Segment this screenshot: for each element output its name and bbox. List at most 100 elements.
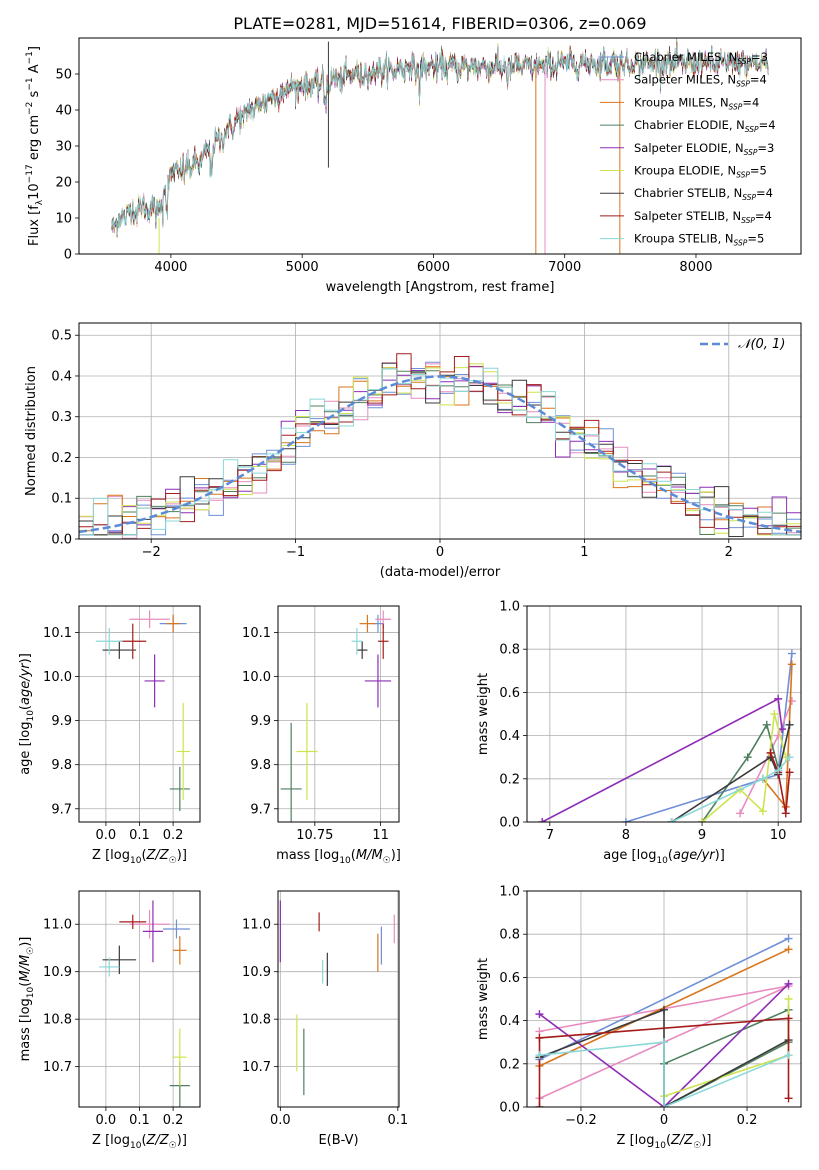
weight-marker-kroupa-elodie	[770, 710, 779, 718]
y-tick-label: 10.0	[242, 670, 271, 685]
x-tick-label: 9	[698, 828, 706, 843]
y-tick-label: 9.7	[250, 802, 271, 817]
legend-label: Kroupa MILES, NSSP=4	[634, 95, 759, 111]
x-axis-label: Z [log10(Z/Z☉)]	[92, 848, 187, 866]
plot-area-residual_histogram	[79, 353, 801, 539]
axes-age_vs_mass	[278, 606, 399, 822]
legend-label: Chabrier MILES, NSSP=3	[634, 50, 768, 66]
legend-label: Kroupa ELODIE, NSSP=5	[634, 164, 767, 180]
y-tick-label: 0.6	[499, 971, 520, 986]
axes-massweight_vs_Z	[527, 890, 801, 1108]
axis-frame-mass_vs_Z: 0.0 0.1 0.2 10.7 10.8 10.9 11.0 Z [log10(Z/Z☉)]…	[18, 890, 201, 1151]
weight-marker-kroupa-stelib	[758, 774, 767, 783]
y-axis-label: mass [log10(M/M☉)]	[18, 937, 36, 1062]
legend-label: Salpeter STELIB, NSSP=4	[634, 209, 772, 225]
x-axis-label: wavelength [Angstrom, rest frame]	[326, 280, 555, 295]
weight-marker-salpeter-elodie	[774, 694, 783, 703]
weight-marker-kroupa-elodie	[758, 807, 767, 816]
weight-marker-salpeter-stelib	[784, 1094, 793, 1103]
weight-marker-salpeter-miles	[736, 809, 745, 818]
histogram-kroupa-miles	[79, 365, 801, 536]
weight-marker-salpeter-stelib	[785, 768, 794, 777]
x-tick-label: 8	[622, 828, 630, 843]
axes-frame	[277, 605, 400, 823]
weight-marker-salpeter-stelib	[535, 1033, 544, 1042]
weight-line-chabrier-miles	[539, 937, 789, 1061]
axis-frame-mass_vs_EBV: 0.0 0.1 10.7 10.8 10.9 11.0 E(B-V)	[242, 890, 408, 1148]
x-tick-label: 0	[660, 1113, 668, 1128]
y-tick-label: 0.2	[51, 451, 72, 466]
weight-marker-salpeter-stelib	[781, 809, 790, 818]
weight-marker-kroupa-stelib	[774, 766, 783, 775]
y-axis-label: mass weight	[476, 673, 491, 755]
x-tick-label: 1	[580, 545, 588, 560]
y-tick-label: 0.8	[499, 643, 520, 658]
legend-label: 𝒩(0, 1)	[738, 337, 785, 352]
plot-area-mass_vs_EBV	[279, 900, 395, 1096]
y-tick-label: 0.5	[51, 329, 72, 344]
weight-marker-chabrier-elodie	[762, 720, 771, 729]
weight-marker-salpeter-elodie	[777, 725, 786, 734]
y-tick-label: 10.9	[43, 965, 72, 980]
weight-marker-chabrier-stelib	[660, 1005, 668, 1014]
normal-reference-curve	[79, 375, 801, 534]
spectrum-legend: Chabrier MILES, NSSP=3 Salpeter MILES, NS…	[600, 50, 776, 248]
x-tick-label: 0.0	[96, 1113, 117, 1128]
y-tick-label: 0.3	[51, 410, 72, 425]
weight-marker-chabrier-miles	[787, 649, 796, 658]
y-tick-label: 0.2	[499, 1057, 520, 1072]
plot-area-spectrum	[111, 38, 769, 254]
y-tick-label: 9.9	[51, 714, 72, 729]
x-tick-label: 2	[725, 545, 733, 560]
legend-label: Chabrier ELODIE, NSSP=4	[634, 118, 776, 134]
y-tick-label: 10.8	[43, 1013, 72, 1028]
axes-spectrum	[111, 38, 769, 254]
x-tick-label: 7	[546, 828, 554, 843]
x-tick-label: 0.0	[96, 828, 117, 843]
x-tick-label: 0.1	[387, 1113, 408, 1128]
axes-mass_vs_EBV	[278, 891, 399, 1107]
legend-label: Salpeter ELODIE, NSSP=3	[634, 141, 774, 157]
y-tick-label: 0.4	[499, 1014, 520, 1029]
axis-frame-age_vs_Z: 0.0 0.1 0.2 9.7 9.8 9.9 10.0 10.1 Z [log10(Z/Z☉)…	[18, 605, 201, 866]
weight-line-kroupa-stelib	[671, 756, 791, 822]
x-tick-label: 0.0	[270, 1113, 291, 1128]
x-tick-label: −1	[286, 545, 305, 560]
weight-marker-kroupa-stelib	[660, 1103, 668, 1107]
histogram-salpeter-elodie	[79, 366, 801, 536]
x-axis-label: (data-model)/error	[380, 565, 501, 580]
spectrum-line-kroupa-stelib	[111, 44, 769, 235]
x-axis-label: Z [log10(Z/Z☉)]	[92, 1133, 187, 1151]
y-tick-label: 0.1	[51, 492, 72, 507]
y-tick-label: 11.0	[43, 918, 72, 933]
weight-marker-salpeter-stelib	[766, 748, 775, 757]
axis-frame-residual_histogram: −2 −1 0 1 2 0.0 0.1 0.2 0.3 0.4 0.5 (data-model)/er…	[24, 322, 802, 580]
x-tick-label: 6000	[417, 260, 450, 275]
weight-marker-chabrier-miles	[621, 818, 630, 822]
weight-marker-salpeter-elodie	[784, 979, 793, 988]
weight-line-kroupa-stelib	[539, 1041, 789, 1107]
axes-frame	[277, 890, 400, 1108]
y-tick-label: 9.7	[51, 802, 72, 817]
y-tick-label: 0.0	[499, 1101, 520, 1116]
weight-marker-chabrier-miles	[784, 934, 793, 943]
y-tick-label: 10.7	[242, 1060, 271, 1075]
x-tick-label: 7000	[548, 260, 581, 275]
y-tick-label: 0.4	[499, 729, 520, 744]
weight-marker-chabrier-elodie	[743, 753, 752, 762]
axis-frame-massweight_vs_Z: −0.2 0 0.2 0.0 0.2 0.4 0.6 0.8 1.0 Z [log10(Z/Z☉)…	[476, 885, 802, 1151]
weight-marker-kroupa-stelib	[667, 818, 676, 822]
axis-frame-spectrum: 4000 5000 6000 7000 8000 0 10 20 30 40 50 wavelengt…	[25, 37, 802, 295]
weight-marker-kroupa-stelib	[784, 1051, 793, 1060]
y-tick-label: 20	[55, 176, 72, 191]
axes-age_vs_Z	[79, 606, 200, 822]
weight-marker-salpeter-elodie	[535, 1010, 544, 1019]
y-tick-label: 10	[55, 212, 72, 227]
y-tick-label: 10.0	[43, 670, 72, 685]
y-tick-label: 0.0	[51, 533, 72, 548]
y-tick-label: 50	[55, 68, 72, 83]
weight-marker-salpeter-elodie	[538, 818, 547, 822]
axis-frame-age_vs_mass: 10.75 11 9.7 9.8 9.9 10.0 10.1 mass [log10(M/M☉…	[242, 605, 401, 866]
axes-residual_histogram	[79, 323, 801, 540]
y-tick-label: 1.0	[499, 885, 520, 900]
